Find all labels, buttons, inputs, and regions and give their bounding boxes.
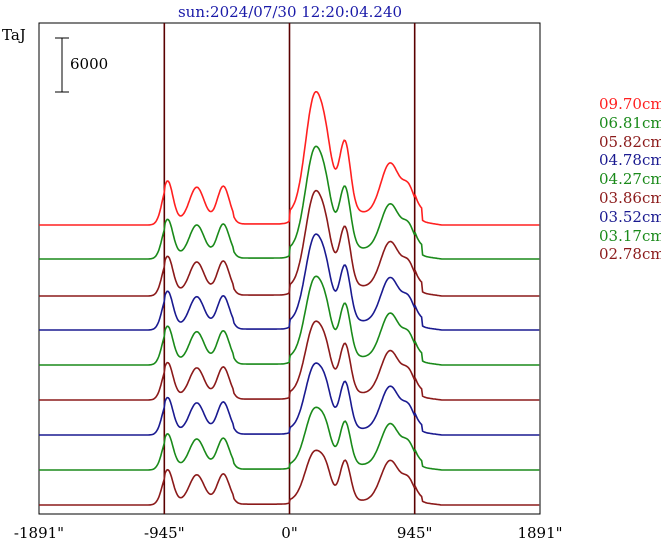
series-line-03.86cm xyxy=(39,320,540,401)
legend-entry: 02.78cm xyxy=(599,245,661,264)
legend-entry: 03.17cm xyxy=(599,226,661,245)
spectra-traces xyxy=(39,91,540,506)
series-line-03.52cm xyxy=(39,362,540,436)
legend-entry: 04.78cm xyxy=(599,151,661,170)
legend-entry: 05.82cm xyxy=(599,132,661,151)
legend-entry: 04.27cm xyxy=(599,170,661,189)
series-line-09.70cm xyxy=(39,91,540,226)
series-line-04.78cm xyxy=(39,233,540,331)
x-tick-label: -945" xyxy=(144,524,185,542)
x-tick-label: 945" xyxy=(396,524,433,542)
legend-entry: 03.86cm xyxy=(599,188,661,207)
x-tick-label: -1891" xyxy=(13,524,65,542)
scale-bar xyxy=(55,37,69,93)
legend-entry: 09.70cm xyxy=(599,95,661,113)
y-axis-label: TaJ xyxy=(2,26,26,44)
scale-bar-label: 6000 xyxy=(70,55,109,73)
series-line-04.27cm xyxy=(39,275,540,366)
legend-entry: 06.81cm xyxy=(599,113,661,132)
series-line-03.17cm xyxy=(39,406,540,471)
chart-title: sun:2024/07/30 12:20:04.240 xyxy=(177,3,403,21)
series-line-05.82cm xyxy=(39,189,540,297)
legend-entry: 03.52cm xyxy=(599,207,661,226)
x-tick-label: 0" xyxy=(281,524,298,542)
series-line-06.81cm xyxy=(39,145,540,260)
legend: 09.70cm 06.81cm 05.82cm 04.78cm 04.27cm 03.86… xyxy=(599,95,661,264)
series-line-02.78cm xyxy=(39,449,540,506)
x-tick-label: 1891" xyxy=(517,524,563,542)
